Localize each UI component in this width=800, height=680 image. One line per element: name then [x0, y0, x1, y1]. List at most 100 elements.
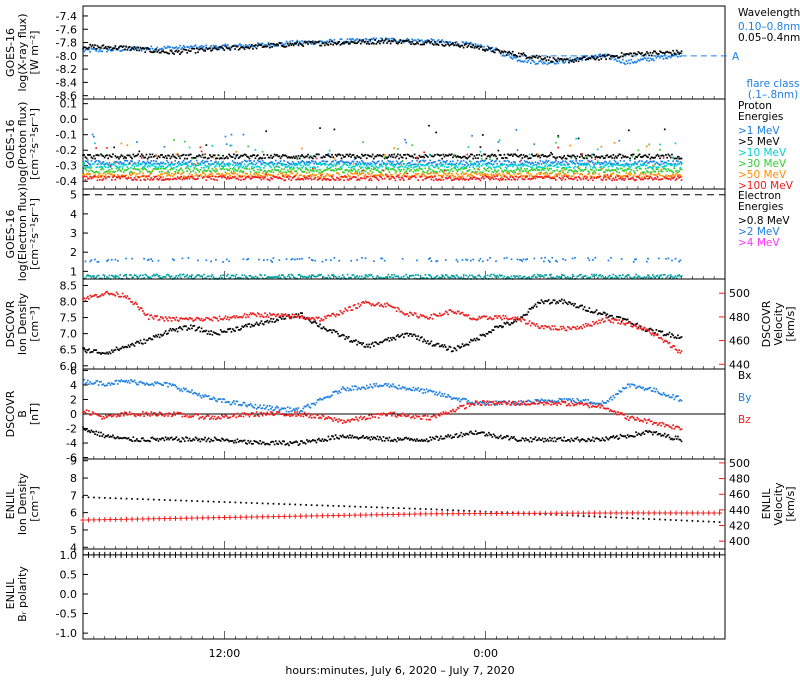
data-point-proton-2	[392, 164, 394, 167]
data-point-proton-3	[197, 169, 199, 172]
data-point-electron-1	[203, 273, 205, 276]
data-point-proton-0	[358, 161, 361, 164]
data-point-proton-4	[204, 174, 206, 176]
data-point-proton-3	[562, 171, 564, 174]
data-point-proton-0	[578, 160, 581, 162]
data-point-electron-1	[434, 276, 436, 279]
data-point-proton-3	[428, 167, 430, 170]
data-point-xray-1	[650, 54, 653, 57]
data-point-proton-1	[600, 155, 603, 158]
data-point-proton-4	[163, 172, 166, 175]
data-point-electron-1	[277, 276, 280, 279]
data-point-xray-0	[424, 39, 427, 42]
data-point-proton-5	[106, 146, 108, 149]
data-point-proton-5	[680, 179, 683, 181]
y-tick-label: 8.5	[60, 279, 78, 292]
data-point-proton-3	[622, 169, 624, 172]
data-point-dscovr_density-0	[109, 352, 112, 355]
data-point-electron-0	[610, 256, 612, 259]
data-point-xray-0	[572, 59, 575, 61]
data-point-proton-0	[362, 161, 364, 163]
data-point-proton-2	[502, 163, 505, 166]
data-point-proton-0	[465, 161, 467, 164]
data-point-xray-1	[334, 42, 337, 45]
data-point-electron-1	[158, 274, 161, 277]
data-point-proton-2	[550, 164, 552, 167]
data-point-xray-0	[537, 62, 539, 65]
data-point-proton-4	[456, 173, 459, 176]
data-point-electron-1	[587, 276, 590, 279]
data-point-proton-3	[672, 171, 674, 174]
data-point-proton-5	[563, 175, 566, 178]
data-point-xray-1	[635, 53, 637, 56]
data-point-proton-2	[186, 165, 189, 168]
data-point-proton-1	[642, 155, 645, 158]
data-point-proton-0	[584, 163, 587, 166]
data-point-xray-1	[665, 51, 667, 54]
data-point-proton-0	[308, 161, 311, 163]
data-point-dscovr_density-0	[106, 351, 108, 354]
data-point-xray-1	[583, 56, 586, 59]
data-point-proton-0	[345, 161, 348, 163]
data-point-xray-1	[400, 42, 403, 45]
data-point-proton-5	[438, 178, 441, 181]
data-point-xray-1	[516, 55, 519, 58]
data-point-proton-0	[256, 159, 259, 162]
data-point-proton-4	[165, 174, 168, 177]
data-point-proton-1	[440, 154, 442, 157]
data-point-xray-1	[544, 57, 546, 59]
data-point-proton-1	[391, 153, 393, 156]
data-point-electron-0	[479, 257, 482, 260]
data-point-proton-3	[262, 170, 265, 173]
data-point-xray-0	[581, 59, 584, 62]
data-point-electron-0	[647, 257, 649, 260]
data-point-xray-1	[568, 61, 570, 64]
data-point-electron-1	[219, 274, 222, 277]
data-point-proton-4	[350, 172, 353, 174]
data-point-proton-0	[200, 161, 203, 163]
data-point-electron-1	[501, 274, 503, 277]
data-point-proton-0	[261, 159, 264, 162]
data-point-proton-1	[496, 157, 499, 160]
data-point-proton-0	[393, 163, 396, 166]
data-point-electron-1	[358, 275, 361, 278]
data-point-electron-0	[533, 257, 536, 260]
data-point-proton-1	[192, 157, 195, 159]
data-point-proton-2	[328, 149, 331, 152]
data-point-proton-3	[280, 168, 283, 170]
data-point-proton-5	[301, 177, 303, 180]
data-point-electron-1	[276, 275, 278, 278]
data-point-proton-4	[563, 173, 566, 176]
data-point-proton-3	[593, 170, 595, 172]
data-point-proton-4	[151, 169, 154, 172]
data-point-xray-0	[175, 46, 178, 48]
data-point-proton-1	[91, 157, 94, 160]
data-point-proton-5	[157, 178, 160, 181]
data-point-xray-0	[385, 37, 387, 40]
data-point-proton-5	[650, 177, 653, 179]
data-point-xray-1	[587, 58, 590, 61]
data-point-proton-2	[200, 166, 203, 169]
data-point-proton-0	[520, 163, 522, 166]
data-point-electron-1	[89, 274, 92, 277]
data-point-proton-4	[314, 174, 317, 177]
data-point-proton-3	[98, 154, 101, 156]
data-point-proton-1	[217, 154, 220, 156]
data-point-xray-0	[168, 46, 171, 49]
data-point-electron-1	[417, 274, 420, 276]
data-point-proton-2	[656, 166, 659, 169]
data-point-proton-2	[602, 166, 605, 168]
data-point-proton-4	[315, 174, 318, 176]
legend-item: >10 MeV	[738, 147, 787, 159]
data-point-xray-1	[100, 47, 102, 49]
data-point-electron-1	[465, 274, 467, 277]
data-point-proton-2	[370, 165, 373, 167]
data-point-xray-1	[538, 55, 540, 58]
data-point-xray-0	[636, 60, 639, 63]
data-point-proton-3	[508, 171, 511, 174]
data-point-proton-1	[124, 156, 126, 158]
data-point-proton-3	[525, 170, 527, 172]
data-point-proton-3	[126, 168, 129, 171]
data-point-proton-2	[608, 161, 611, 164]
data-point-electron-1	[143, 276, 145, 279]
